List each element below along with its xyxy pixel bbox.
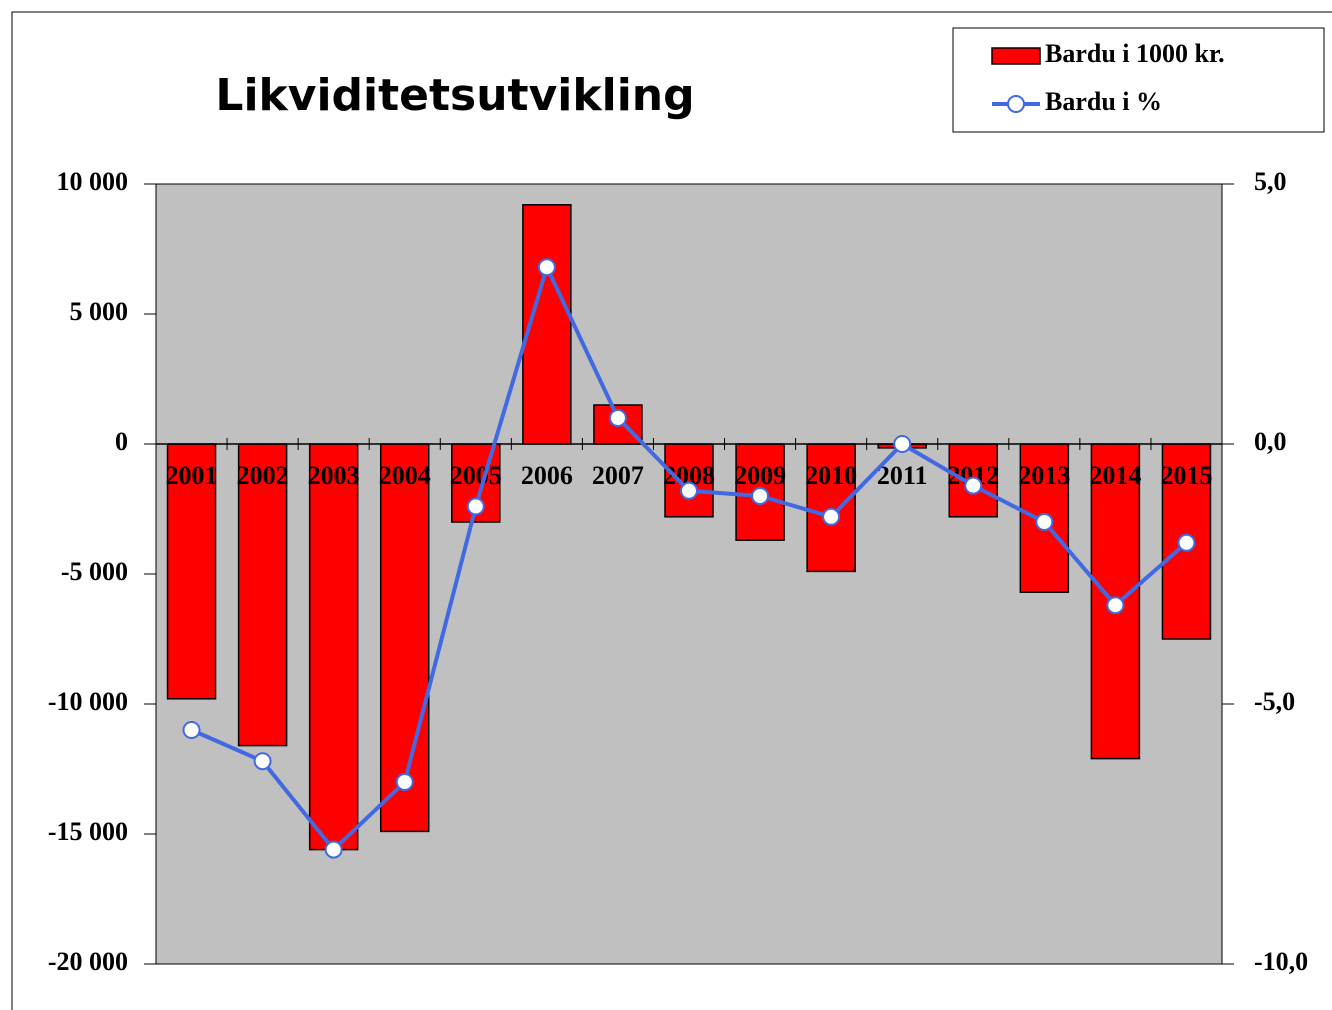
x-tick-label: 2013 (1018, 461, 1070, 490)
x-tick-label: 2014 (1089, 461, 1141, 490)
chart-title: Likviditetsutvikling (215, 70, 694, 121)
marker (893, 435, 912, 453)
marker (822, 507, 841, 526)
y-tick-label: -10 000 (48, 687, 128, 716)
x-tick-label: 2006 (521, 461, 573, 490)
legend-swatch (991, 47, 1041, 65)
marker (537, 258, 556, 277)
x-tick-label: 2010 (805, 461, 857, 490)
marker (608, 409, 627, 427)
marker (395, 773, 414, 791)
legend-box (952, 27, 1325, 133)
y-tick-label: -20 000 (48, 947, 128, 976)
marker (1106, 596, 1125, 615)
y2-tick-label: 0,0 (1254, 427, 1287, 456)
legend-label: Bardu i % (1045, 87, 1162, 116)
legend-label: Bardu i 1000 kr. (1045, 39, 1225, 68)
y2-tick-label: -10,0 (1254, 947, 1308, 976)
bar (664, 443, 714, 518)
x-tick-label: 2003 (308, 461, 360, 490)
marker (1177, 533, 1196, 552)
marker (1035, 513, 1054, 531)
legend-marker (1007, 95, 1025, 113)
x-tick-label: 2005 (450, 461, 502, 490)
y-tick-label: -5 000 (61, 557, 128, 586)
marker (324, 840, 343, 859)
bar (1161, 443, 1212, 640)
marker (182, 721, 201, 739)
x-tick-label: 2011 (877, 461, 928, 490)
x-tick-label: 2004 (379, 461, 431, 490)
bar (308, 443, 359, 851)
x-tick-label: 2015 (1160, 461, 1212, 490)
bar (237, 443, 288, 747)
marker (466, 497, 485, 516)
bar (379, 443, 430, 833)
y2-tick-label: 5,0 (1254, 167, 1287, 196)
y-tick-label: 5 000 (70, 297, 129, 326)
marker (751, 487, 770, 505)
x-tick-label: 2001 (166, 461, 218, 490)
y2-tick-label: -5,0 (1254, 687, 1295, 716)
x-tick-label: 2007 (592, 461, 644, 490)
x-tick-label: 2002 (237, 461, 289, 490)
y-tick-label: -15 000 (48, 817, 128, 846)
marker (680, 481, 698, 500)
x-tick-label: 2009 (734, 461, 786, 490)
marker (964, 476, 983, 495)
marker (253, 752, 272, 771)
y-tick-label: 10 000 (57, 167, 129, 196)
y-tick-label: 0 (115, 427, 128, 456)
